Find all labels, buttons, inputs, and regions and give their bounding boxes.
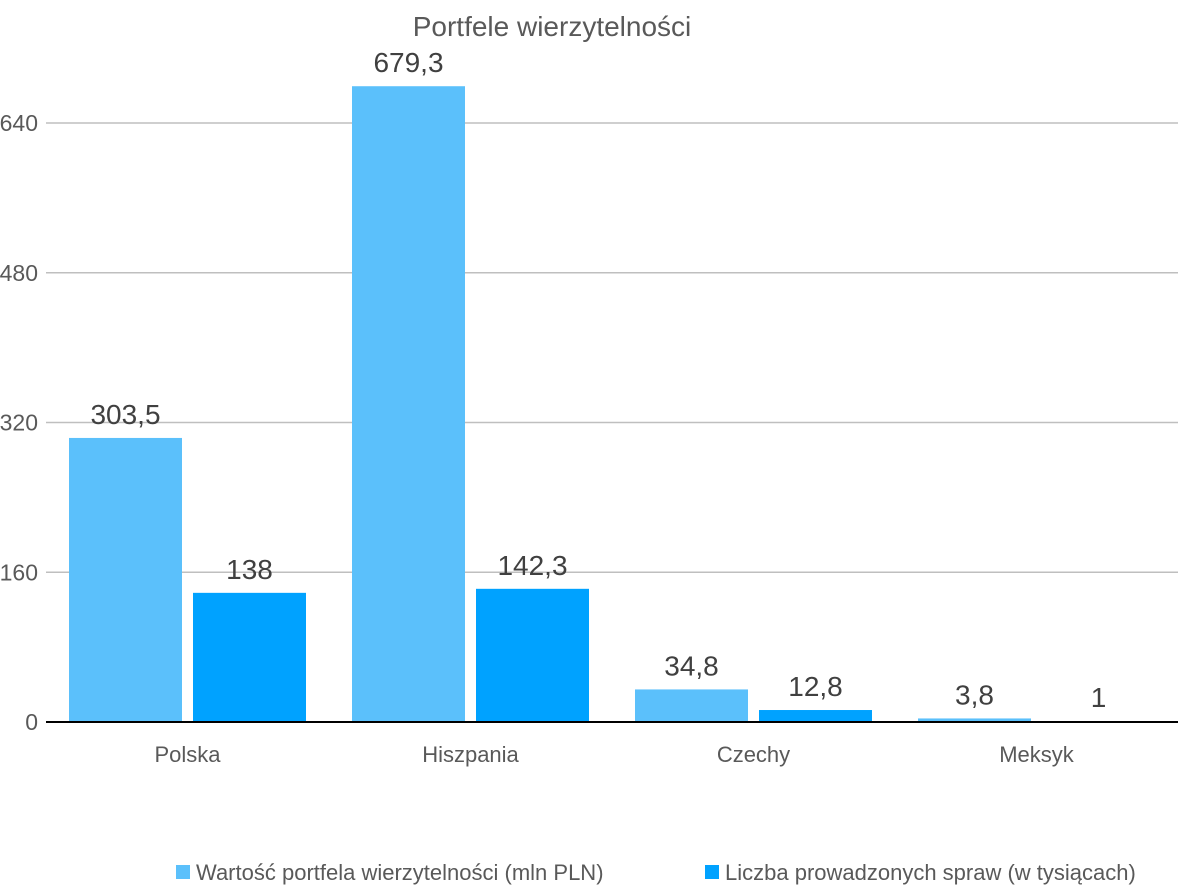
data-label: 138: [226, 554, 273, 585]
bar-series-1: [352, 86, 465, 723]
bar-series-2: [476, 588, 589, 722]
x-category-label: Hiszpania: [422, 742, 519, 767]
y-tick-label: 0: [25, 709, 38, 735]
bar-series-1: [635, 689, 748, 722]
y-tick-label: 640: [0, 110, 38, 136]
data-label: 3,8: [955, 679, 994, 710]
data-label: 142,3: [497, 550, 567, 581]
bar-series-2: [193, 592, 306, 722]
legend-label: Liczba prowadzonych spraw (w tysiącach): [725, 860, 1136, 885]
x-category-label: Czechy: [717, 742, 790, 767]
x-category-label: Polska: [154, 742, 221, 767]
legend-label: Wartość portfela wierzytelności (mln PLN…: [196, 860, 604, 885]
data-label: 34,8: [664, 650, 719, 681]
data-label: 12,8: [788, 671, 843, 702]
data-label: 303,5: [90, 399, 160, 430]
x-axis-categories: Polska Hiszpania Czechy Meksyk: [154, 742, 1074, 767]
bars: [69, 86, 1155, 723]
bar-series-2: [759, 710, 872, 722]
y-tick-label: 160: [0, 559, 38, 585]
bar-series-1: [69, 437, 182, 722]
bar-series-1: [918, 718, 1031, 722]
data-label: 1: [1091, 682, 1107, 713]
x-category-label: Meksyk: [999, 742, 1075, 767]
y-tick-label: 320: [0, 410, 38, 436]
legend-swatch: [176, 865, 190, 879]
y-tick-label: 480: [0, 260, 38, 286]
data-label: 679,3: [373, 47, 443, 78]
chart-title: Portfele wierzytelności: [413, 11, 692, 42]
legend: Wartość portfela wierzytelności (mln PLN…: [176, 860, 1136, 885]
y-axis-ticks: 0 160 320 480 640: [0, 110, 38, 735]
legend-swatch: [705, 865, 719, 879]
gridlines: [46, 122, 1178, 573]
data-labels: 303,5 138 679,3 142,3 34,8 12,8 3,8 1: [90, 47, 1106, 713]
